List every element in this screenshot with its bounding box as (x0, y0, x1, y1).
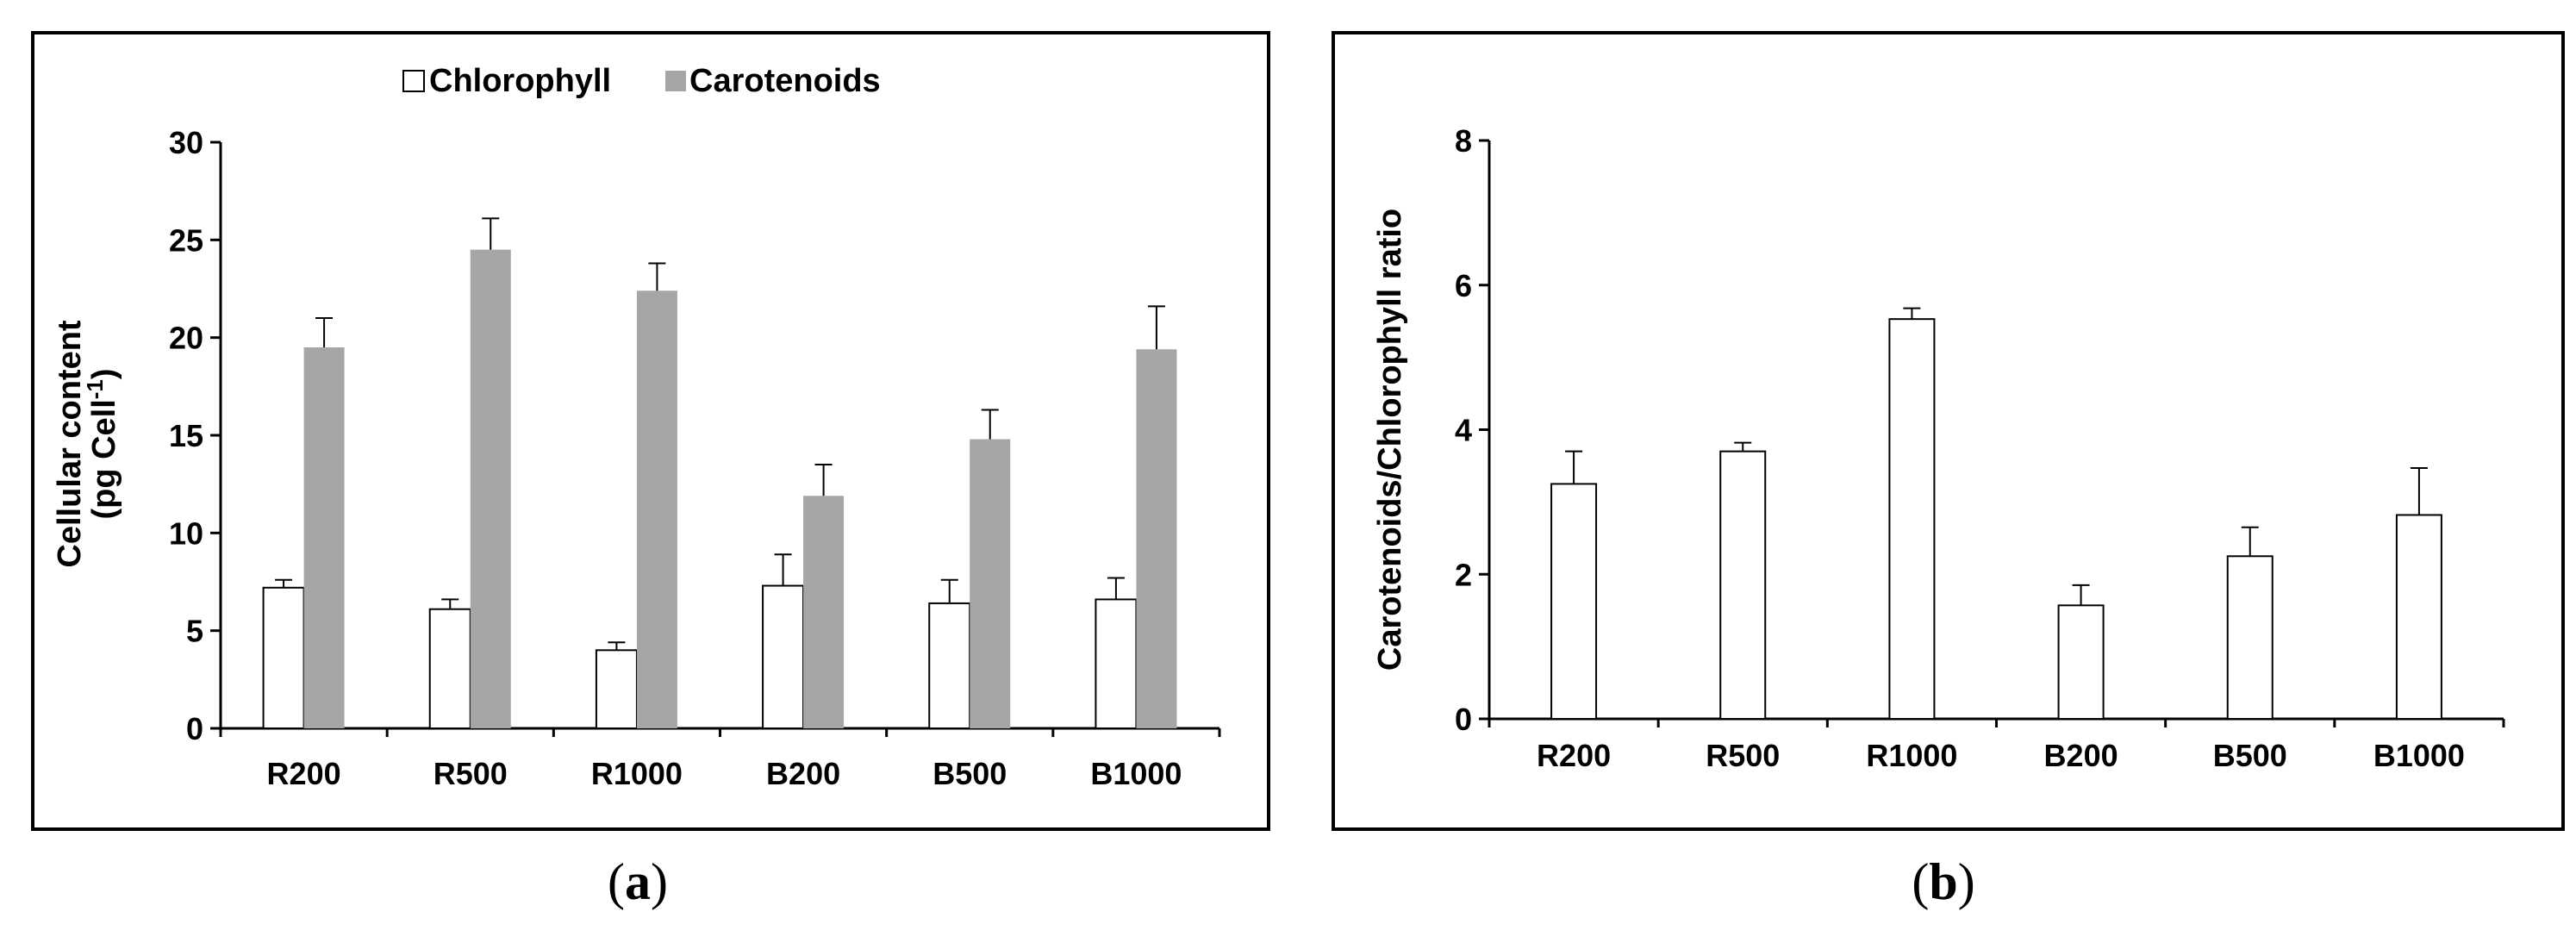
x-tick-label: B1000 (1090, 756, 1182, 791)
y-tick-label: 20 (169, 321, 203, 356)
bar (595, 649, 638, 729)
bar (762, 584, 805, 729)
y-axis-label: Cellular content (pg Cell-1) (52, 320, 122, 567)
bar (636, 290, 677, 728)
panel-a-caption: (a) (608, 853, 668, 910)
y-axis-label: Carotenoids/Chlorophyll ratio (1372, 209, 1408, 671)
y-axis-label-line1: Cellular content (52, 320, 88, 567)
panel-a-close-paren: ) (651, 853, 668, 910)
x-tick-label: R200 (1537, 738, 1611, 773)
legend-label-carotenoids: Carotenoids (689, 63, 881, 99)
bar (2395, 514, 2442, 720)
chart-a: Chlorophyll Carotenoids Cellular content… (52, 63, 1221, 791)
panel-b-frame (1332, 31, 2565, 831)
y-tick-label: 5 (186, 614, 203, 649)
bar (1888, 318, 1936, 720)
bar (2226, 555, 2273, 720)
x-tick-label: B500 (932, 756, 1007, 791)
y-tick-label: 15 (169, 418, 203, 453)
x-tick-label: R1000 (591, 756, 683, 791)
bar (1719, 450, 1767, 720)
y-tick-label: 8 (1455, 123, 1472, 159)
legend-swatch-carotenoids (665, 71, 686, 91)
chart-b: Carotenoids/Chlorophyll ratio 0 2 4 6 8 R200 R… (1372, 123, 2505, 773)
legend-swatch-chlorophyll (402, 70, 425, 92)
bar (303, 347, 345, 728)
bar (928, 602, 971, 730)
x-tick-label: B500 (2213, 738, 2287, 773)
bar (428, 608, 471, 729)
y-tick-label: 10 (169, 515, 203, 551)
panel-a-open-paren: ( (608, 853, 625, 910)
x-tick-label: B200 (766, 756, 840, 791)
bar (1136, 349, 1177, 728)
y-tick-label: 0 (1455, 702, 1472, 737)
x-tick-label: R1000 (1866, 738, 1957, 773)
y-tick-label: 2 (1455, 557, 1472, 592)
x-tick-label: R500 (1706, 738, 1780, 773)
y-axis-label-line2-pre: (pg Cell (86, 399, 122, 519)
x-tick-label: R500 (433, 756, 508, 791)
y-tick-label: 30 (169, 125, 203, 160)
bar (803, 496, 845, 728)
bar (262, 586, 305, 729)
bar (1550, 483, 1598, 720)
legend: Chlorophyll Carotenoids (402, 63, 881, 99)
y-tick-label: 4 (1455, 413, 1472, 448)
y-axis-label-line2-post: ) (86, 368, 122, 379)
bar (970, 439, 1011, 728)
x-tick-label: R200 (267, 756, 341, 791)
bar (470, 249, 511, 729)
x-tick-label: B200 (2044, 738, 2118, 773)
y-tick-label: 25 (169, 222, 203, 258)
bar (1095, 598, 1138, 730)
y-axis-label-superscript: -1 (82, 379, 108, 399)
y-tick-label: 6 (1455, 268, 1472, 303)
y-tick-label: 0 (186, 711, 203, 746)
panel-b-letter: b (1929, 853, 1957, 910)
panel-b-caption: (b) (1912, 853, 1974, 910)
panel-b-close-paren: ) (1958, 853, 1975, 910)
x-tick-label: B1000 (2373, 738, 2465, 773)
panel-b-open-paren: ( (1912, 853, 1929, 910)
bar (2057, 604, 2105, 720)
panel-a-letter: a (625, 853, 651, 910)
legend-label-chlorophyll: Chlorophyll (429, 63, 611, 99)
y-axis-label-line2: (pg Cell-1) (82, 368, 122, 519)
